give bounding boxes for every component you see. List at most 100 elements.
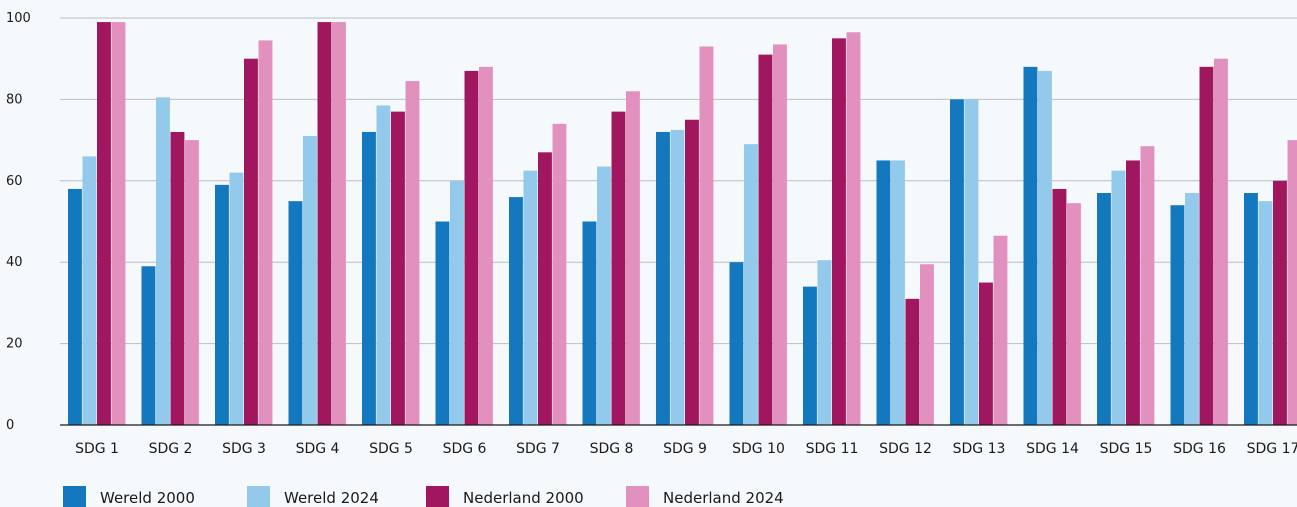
y-tick-label: 60 bbox=[6, 174, 23, 189]
bar-wereld-2024-sdg-8 bbox=[597, 166, 611, 425]
legend-swatch bbox=[426, 486, 449, 507]
x-tick-label: SDG 13 bbox=[953, 441, 1006, 457]
bar-nederland-2024-sdg-1 bbox=[111, 22, 126, 425]
bar-nederland-2000-sdg-5 bbox=[391, 111, 405, 426]
bar-wereld-2000-sdg-7 bbox=[509, 197, 523, 425]
bar-nederland-2024-sdg-4 bbox=[332, 22, 346, 425]
y-tick-label: 20 bbox=[6, 337, 23, 352]
bar-nederland-2000-sdg-1 bbox=[97, 22, 111, 425]
bar-wereld-2024-sdg-17 bbox=[1258, 201, 1273, 425]
legend-label: Wereld 2000 bbox=[100, 489, 195, 507]
bar-nederland-2024-sdg-6 bbox=[479, 66, 493, 425]
bar-wereld-2000-sdg-17 bbox=[1244, 193, 1258, 425]
bar-nederland-2024-sdg-5 bbox=[405, 81, 420, 426]
bar-wereld-2024-sdg-6 bbox=[450, 180, 464, 425]
bar-nederland-2000-sdg-3 bbox=[244, 58, 258, 425]
legend-swatch bbox=[247, 486, 270, 507]
bar-nederland-2000-sdg-7 bbox=[538, 152, 552, 425]
bar-wereld-2024-sdg-9 bbox=[670, 129, 685, 426]
bar-wereld-2000-sdg-16 bbox=[1170, 205, 1185, 425]
x-tick-label: SDG 6 bbox=[443, 441, 487, 457]
bar-wereld-2024-sdg-7 bbox=[523, 170, 538, 425]
x-tick-label: SDG 11 bbox=[806, 441, 859, 457]
bar-nederland-2000-sdg-6 bbox=[464, 70, 479, 425]
x-tick-label: SDG 2 bbox=[149, 441, 193, 457]
bar-wereld-2024-sdg-2 bbox=[156, 97, 170, 426]
bar-wereld-2000-sdg-14 bbox=[1023, 66, 1038, 425]
x-tick-label: SDG 16 bbox=[1173, 441, 1226, 457]
y-tick-label: 80 bbox=[6, 92, 23, 107]
bar-nederland-2000-sdg-16 bbox=[1199, 66, 1214, 425]
x-tick-label: SDG 8 bbox=[590, 441, 634, 457]
bar-nederland-2000-sdg-12 bbox=[905, 298, 920, 425]
x-tick-label: SDG 17 bbox=[1247, 441, 1297, 457]
bar-nederland-2024-sdg-7 bbox=[552, 123, 567, 425]
bar-nederland-2000-sdg-13 bbox=[979, 282, 993, 425]
bar-wereld-2000-sdg-12 bbox=[876, 160, 891, 425]
y-tick-label: 40 bbox=[6, 255, 23, 270]
bar-wereld-2024-sdg-3 bbox=[229, 172, 244, 425]
bar-wereld-2024-sdg-10 bbox=[744, 144, 758, 426]
bar-wereld-2024-sdg-13 bbox=[964, 99, 979, 426]
bar-nederland-2024-sdg-12 bbox=[920, 264, 934, 425]
bar-nederland-2000-sdg-9 bbox=[685, 119, 699, 425]
x-tick-label: SDG 9 bbox=[663, 441, 707, 457]
x-tick-label: SDG 12 bbox=[879, 441, 932, 457]
bar-wereld-2000-sdg-15 bbox=[1097, 193, 1111, 425]
bar-nederland-2024-sdg-9 bbox=[699, 46, 714, 426]
legend-label: Nederland 2024 bbox=[663, 489, 784, 507]
bar-nederland-2024-sdg-8 bbox=[626, 91, 640, 425]
x-tick-label: SDG 14 bbox=[1026, 441, 1079, 457]
bar-nederland-2000-sdg-15 bbox=[1126, 160, 1140, 425]
bar-nederland-2024-sdg-15 bbox=[1140, 146, 1155, 425]
bar-wereld-2000-sdg-1 bbox=[68, 188, 82, 425]
bar-wereld-2000-sdg-4 bbox=[288, 201, 303, 425]
bar-wereld-2000-sdg-9 bbox=[656, 131, 670, 425]
bar-wereld-2024-sdg-11 bbox=[817, 260, 832, 425]
bar-wereld-2000-sdg-8 bbox=[582, 221, 597, 425]
legend-swatch bbox=[626, 486, 649, 507]
bar-nederland-2000-sdg-10 bbox=[758, 54, 773, 425]
bar-wereld-2000-sdg-13 bbox=[950, 99, 964, 426]
bar-nederland-2024-sdg-16 bbox=[1214, 58, 1228, 425]
bar-nederland-2000-sdg-8 bbox=[611, 111, 626, 426]
bar-wereld-2000-sdg-5 bbox=[362, 131, 376, 425]
x-tick-label: SDG 5 bbox=[369, 441, 413, 457]
x-tick-label: SDG 4 bbox=[296, 441, 340, 457]
bar-nederland-2000-sdg-17 bbox=[1273, 180, 1287, 425]
legend-label: Wereld 2024 bbox=[284, 489, 379, 507]
bar-wereld-2024-sdg-5 bbox=[376, 105, 391, 425]
x-tick-label: SDG 15 bbox=[1100, 441, 1153, 457]
bar-nederland-2024-sdg-17 bbox=[1287, 140, 1297, 425]
bar-nederland-2000-sdg-14 bbox=[1052, 188, 1067, 425]
bar-wereld-2024-sdg-4 bbox=[303, 136, 317, 425]
x-tick-label: SDG 7 bbox=[516, 441, 560, 457]
x-tick-label: SDG 10 bbox=[732, 441, 785, 457]
bar-nederland-2000-sdg-11 bbox=[832, 38, 846, 425]
bar-wereld-2024-sdg-14 bbox=[1038, 70, 1052, 425]
bar-wereld-2024-sdg-1 bbox=[82, 156, 97, 425]
y-tick-label: 0 bbox=[6, 418, 14, 433]
bar-wereld-2000-sdg-6 bbox=[435, 221, 450, 425]
bar-nederland-2024-sdg-11 bbox=[846, 32, 861, 426]
y-tick-label: 100 bbox=[6, 11, 31, 26]
legend-label: Nederland 2000 bbox=[463, 489, 584, 507]
bar-wereld-2000-sdg-3 bbox=[215, 184, 229, 425]
legend-swatch bbox=[63, 486, 86, 507]
bar-nederland-2024-sdg-2 bbox=[185, 140, 199, 425]
bar-wereld-2024-sdg-12 bbox=[891, 160, 905, 425]
bar-wereld-2000-sdg-2 bbox=[141, 266, 156, 425]
bar-nederland-2024-sdg-14 bbox=[1067, 203, 1081, 425]
bar-wereld-2024-sdg-16 bbox=[1185, 193, 1199, 425]
bar-nederland-2000-sdg-2 bbox=[170, 131, 185, 425]
x-tick-label: SDG 3 bbox=[222, 441, 266, 457]
bar-wereld-2000-sdg-10 bbox=[729, 262, 744, 425]
bar-nederland-2000-sdg-4 bbox=[317, 22, 332, 425]
bar-wereld-2024-sdg-15 bbox=[1111, 170, 1126, 425]
bar-nederland-2024-sdg-10 bbox=[773, 44, 787, 426]
x-tick-label: SDG 1 bbox=[75, 441, 119, 457]
bar-wereld-2000-sdg-11 bbox=[803, 286, 817, 425]
bar-nederland-2024-sdg-3 bbox=[258, 40, 273, 425]
